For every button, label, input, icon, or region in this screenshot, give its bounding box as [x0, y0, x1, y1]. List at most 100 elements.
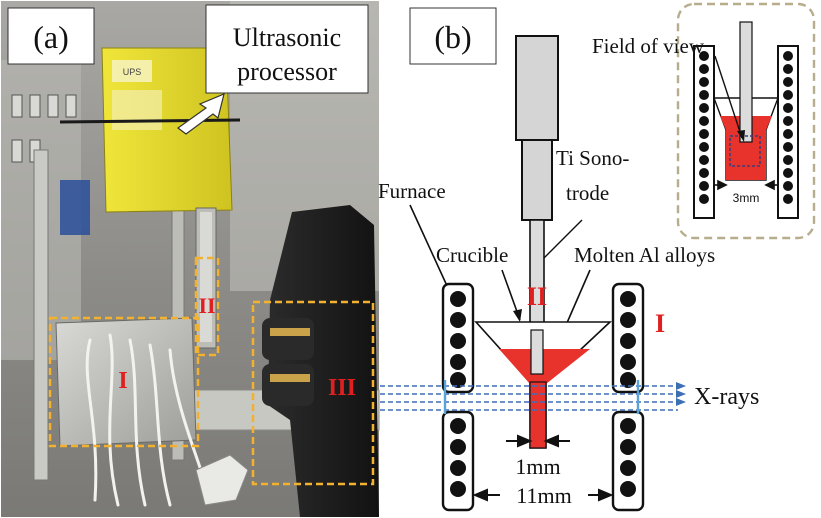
callout-arrow-icon — [176, 92, 225, 135]
inset-coil-dot — [699, 103, 709, 113]
inset-coil-dot — [783, 90, 793, 100]
inset-coil-dot — [783, 168, 793, 178]
horn-block — [521, 139, 553, 221]
inset-coil-dot — [699, 168, 709, 178]
inset-coil-dot — [699, 90, 709, 100]
sonotrode-highlight — [200, 212, 212, 342]
field-of-view-pointer — [714, 55, 743, 139]
inset-coil-dot — [783, 129, 793, 139]
inset-coil-dot — [783, 116, 793, 126]
inset-coil-dot — [783, 194, 793, 204]
field-of-view-arrowhead-icon — [737, 130, 745, 142]
callout-line-2: processor — [237, 57, 337, 86]
callout-line-1: Ultrasonic — [233, 23, 341, 52]
inset-molten — [720, 116, 772, 180]
region-box-II — [194, 256, 220, 357]
dim-11mm-arrows — [472, 488, 614, 502]
inset-coil-dot — [699, 142, 709, 152]
schematic-region-label-I: I — [655, 309, 665, 338]
region-box-III — [251, 300, 375, 486]
sonotrode-label-line-1: Ti Sono- — [556, 146, 629, 170]
molten-channel — [529, 381, 547, 449]
coil-dot — [620, 312, 636, 328]
region-label-II: II — [198, 293, 215, 318]
field-of-view-box — [729, 135, 761, 167]
foil — [195, 454, 249, 506]
camera-lenses — [262, 318, 314, 406]
panel-a-photo: UPS I — [1, 1, 380, 517]
furnace-label: Furnace — [378, 179, 446, 203]
inset-rod — [739, 21, 753, 143]
blue-clamp — [60, 180, 90, 235]
crucible-arrowhead-icon — [513, 309, 522, 322]
dim-1mm-label: 1mm — [515, 454, 560, 479]
coil-dots — [450, 291, 636, 497]
coil-dot — [620, 418, 636, 434]
ultrasonic-processor-housing — [101, 47, 233, 213]
xrays-label: X-rays — [694, 384, 759, 410]
field-of-view-label: Field of view — [592, 34, 705, 58]
dim-11mm-label: 11mm — [516, 483, 571, 508]
info-label — [112, 90, 162, 130]
region-box-I — [48, 316, 200, 448]
inset-coil-dot — [699, 129, 709, 139]
coil-dot — [620, 291, 636, 307]
sonotrode-tip — [530, 329, 544, 375]
coil-dot — [450, 354, 466, 370]
inset-coil-dot — [699, 77, 709, 87]
inset-coil-dot — [699, 181, 709, 191]
inset-coil-dot — [699, 194, 709, 204]
inset-coil-dot — [783, 142, 793, 152]
schematic-region-label-II: II — [527, 282, 547, 311]
xray-beams — [380, 385, 678, 411]
coil-dot — [620, 481, 636, 497]
coil-dot — [450, 291, 466, 307]
region-label-III: III — [328, 375, 356, 401]
callout-box — [205, 4, 369, 94]
coil-dot — [450, 481, 466, 497]
inset-coil-dots — [699, 51, 793, 204]
coil-dot — [450, 460, 466, 476]
panel-a-label: (a) — [33, 19, 69, 55]
coil-dot — [450, 372, 466, 388]
dim-1mm-arrows — [506, 434, 570, 448]
inset-coil-dot — [783, 103, 793, 113]
inset-coil-dot — [783, 51, 793, 61]
region-label-I: I — [118, 368, 127, 394]
sonotrode-label-line-2: trode — [566, 181, 609, 205]
inset-coil-dot — [783, 155, 793, 165]
coil-dot — [620, 460, 636, 476]
panel-b-schematic: (b) Ti Sono- trode Furnace Crucible Molt… — [378, 2, 816, 512]
xray-camera — [268, 205, 379, 517]
coil-dot — [450, 439, 466, 455]
coil-dot — [620, 333, 636, 349]
furnace-pointer — [409, 204, 449, 289]
panel-b-label-box — [409, 7, 497, 65]
inset-dim-arrows — [714, 179, 778, 191]
coil-dot — [450, 418, 466, 434]
coil-dot — [620, 439, 636, 455]
panel-a-label-box — [7, 7, 95, 65]
coil-dot — [620, 354, 636, 370]
support-post — [33, 149, 49, 481]
inset-dim-label: 3mm — [733, 191, 760, 205]
transducer-block — [515, 35, 559, 141]
coil-dot — [450, 312, 466, 328]
inset-coil-dot — [699, 51, 709, 61]
xray-arrowheads-icon — [676, 382, 686, 406]
molten-label: Molten Al alloys — [574, 243, 715, 267]
inset-coil-dot — [783, 77, 793, 87]
brand-plate — [112, 60, 152, 82]
inset-coil-dot — [699, 155, 709, 165]
sonotrode-pointer — [543, 219, 583, 259]
crucible-label: Crucible — [436, 243, 508, 267]
inset-field-of-view: Field of view 3mm — [592, 2, 816, 240]
inset-coil-dot — [783, 64, 793, 74]
panel-b-label: (b) — [434, 19, 471, 55]
black-strap — [59, 118, 241, 124]
inset-coil-dot — [783, 181, 793, 191]
brand-plate-text: UPS — [123, 67, 142, 77]
inset-coil-dot — [699, 116, 709, 126]
coil-dot — [450, 333, 466, 349]
